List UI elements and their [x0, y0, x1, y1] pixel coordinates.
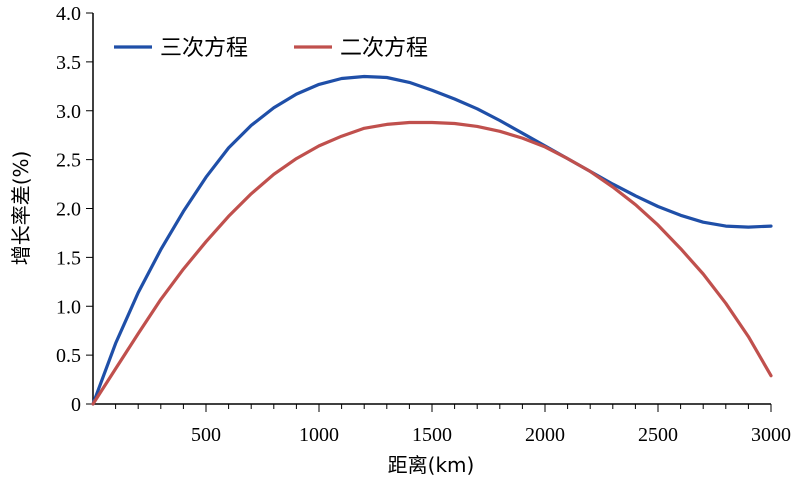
series-layer	[91, 74, 773, 406]
legend-label-1: 三次方程	[160, 36, 248, 61]
x-tick-label: 2000	[525, 424, 565, 446]
y-tick-label: 1.0	[56, 296, 81, 318]
y-tick-label: 0	[71, 394, 81, 416]
y-tick-label: 2.0	[56, 199, 81, 221]
y-tick-label: 3.0	[56, 101, 81, 123]
legend-label-2: 二次方程	[340, 36, 428, 61]
y-tick-label: 0.5	[56, 345, 81, 367]
y-axis-title: 增长率差(%)	[9, 151, 33, 266]
x-tick-label: 2500	[638, 424, 678, 446]
y-tick-label: 4.0	[56, 3, 81, 25]
y-tick-label: 3.5	[56, 52, 81, 74]
x-axis-title: 距离(km)	[388, 453, 475, 477]
x-tick-label: 500	[191, 424, 221, 446]
x-tick-label: 3000	[751, 424, 791, 446]
x-tick-label: 1000	[299, 424, 339, 446]
series-line-1	[91, 74, 773, 406]
y-tick-label: 1.5	[56, 247, 81, 269]
legend: 三次方程 二次方程	[114, 36, 428, 61]
ticks: 500 1000 1500 2000 2500 3000 0 0.5 1.0 1.5 2.0 2.5 3…	[56, 3, 791, 446]
axes	[92, 13, 771, 405]
series-line-2	[91, 120, 773, 406]
y-tick-label: 2.5	[56, 150, 81, 172]
x-tick-label: 1500	[412, 424, 452, 446]
